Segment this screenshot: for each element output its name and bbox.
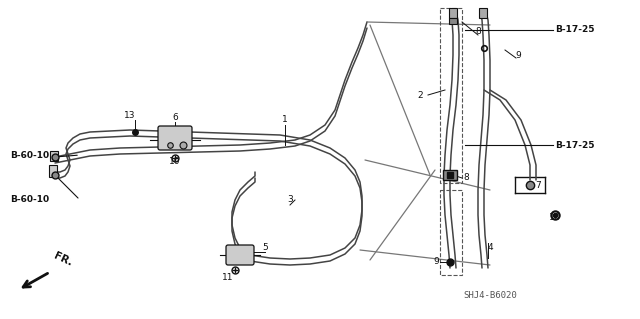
Text: SHJ4-B6020: SHJ4-B6020 xyxy=(463,291,517,300)
Bar xyxy=(449,8,457,18)
Bar xyxy=(479,8,487,18)
Text: 6: 6 xyxy=(172,114,178,122)
Text: FR.: FR. xyxy=(52,251,74,268)
Text: 1: 1 xyxy=(282,115,288,124)
Text: B-60-10: B-60-10 xyxy=(10,151,49,160)
Text: 13: 13 xyxy=(124,110,136,120)
Text: 8: 8 xyxy=(463,174,469,182)
Text: 7: 7 xyxy=(535,181,541,189)
Text: B-17-25: B-17-25 xyxy=(555,26,595,34)
Text: 12: 12 xyxy=(549,213,561,222)
FancyBboxPatch shape xyxy=(226,245,254,265)
Bar xyxy=(449,18,457,24)
Bar xyxy=(443,170,457,180)
Text: 8: 8 xyxy=(475,27,481,36)
Text: 11: 11 xyxy=(222,273,234,283)
Text: 3: 3 xyxy=(287,196,293,204)
FancyBboxPatch shape xyxy=(158,126,192,150)
Text: 9: 9 xyxy=(515,50,521,60)
Text: 9: 9 xyxy=(433,257,439,266)
Text: 4: 4 xyxy=(487,243,493,253)
Text: 5: 5 xyxy=(262,243,268,253)
Text: B-60-10: B-60-10 xyxy=(10,196,49,204)
Text: B-17-25: B-17-25 xyxy=(555,140,595,150)
Bar xyxy=(50,151,58,161)
Bar xyxy=(49,165,57,177)
Text: 10: 10 xyxy=(169,158,180,167)
Text: 2: 2 xyxy=(417,91,423,100)
